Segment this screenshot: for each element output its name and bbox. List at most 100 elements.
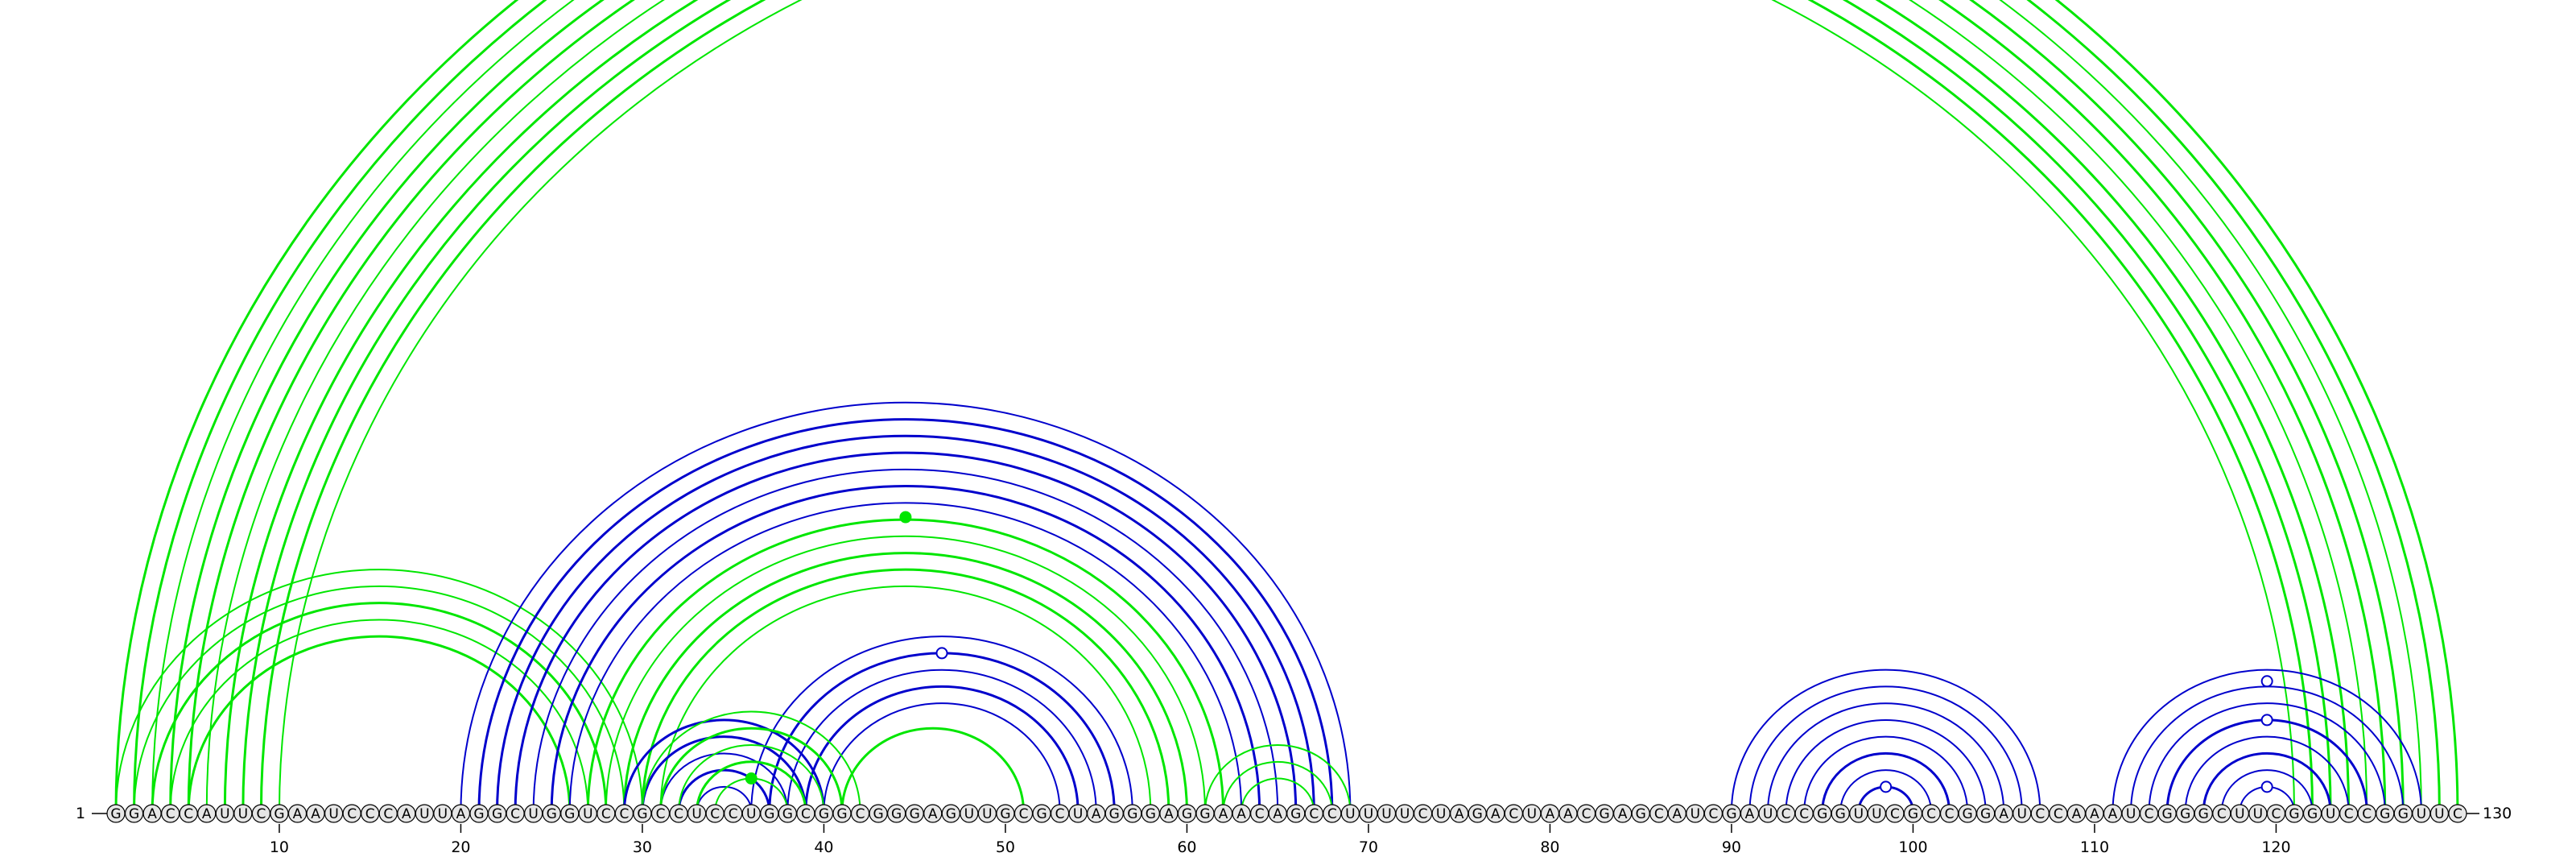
nucleotide-11: A <box>287 804 308 823</box>
nucleotide-12: A <box>306 804 325 823</box>
nucleotide-letter: A <box>202 806 212 822</box>
arc-26-63 <box>568 502 1243 813</box>
position-ticks: 10 20 30 40 50 60 70 80 90 100 110 120 <box>270 824 2291 856</box>
nucleotide-letter: G <box>873 806 884 822</box>
nucleotide-63: A <box>1232 804 1251 823</box>
nucleotide-101: C <box>1922 804 1941 823</box>
arc-marker-97-100 <box>1880 780 1893 793</box>
nucleotide-117: C <box>2212 804 2231 823</box>
nucleotide-69: U <box>1340 804 1360 823</box>
nucleotide-letter: C <box>1055 806 1065 822</box>
nucleotide-letter: C <box>2035 806 2045 822</box>
nucleotide-letter: C <box>347 806 357 822</box>
nucleotide-65: A <box>1268 804 1287 823</box>
nucleotide-letter: C <box>1255 806 1265 822</box>
nucleotide-letter: A <box>311 806 320 822</box>
nucleotide-3: A <box>142 804 162 823</box>
nucleotide-15: C <box>361 804 380 823</box>
nucleotide-23: C <box>506 804 525 823</box>
nucleotide-73: C <box>1413 804 1433 823</box>
arc-marker-111-128 <box>2260 675 2273 688</box>
arc-31-58 <box>659 585 1152 813</box>
nucleotide-118: U <box>2230 804 2249 823</box>
nucleotide-letter: G <box>836 806 847 822</box>
arc-29-60 <box>622 552 1188 813</box>
nucleotide-38: G <box>778 804 797 823</box>
nucleotide-14: C <box>342 804 361 823</box>
arc-32-37 <box>677 768 771 813</box>
arc-93-104 <box>1785 718 1987 813</box>
nucleotide-78: C <box>1504 804 1523 823</box>
nucleotide-letter: A <box>1236 806 1246 822</box>
nucleotide-letter: G <box>1817 806 1827 822</box>
nucleotide-127: G <box>2393 804 2413 823</box>
nucleotide-letter: A <box>2072 806 2082 822</box>
nucleotide-letter: C <box>619 806 629 822</box>
nucleotide-94: C <box>1794 804 1814 823</box>
nucleotide-letter: C <box>2453 806 2462 822</box>
nucleotide-54: U <box>1068 804 1088 823</box>
nucleotide-letter: C <box>601 806 611 822</box>
tick-label-60: 60 <box>1177 838 1196 856</box>
nucleotide-letter: C <box>856 806 865 822</box>
nucleotide-7: U <box>215 804 234 823</box>
nucleotide-106: U <box>2013 804 2032 823</box>
nucleotide-letter: A <box>928 806 938 822</box>
nucleotide-123: U <box>2321 804 2340 823</box>
nucleotide-letter: G <box>1290 806 1301 822</box>
nucleotide-letter: U <box>2126 806 2136 822</box>
nucleotide-letter: C <box>1582 806 1591 822</box>
nucleotide-letter: U <box>1364 806 1373 822</box>
arcs-layer <box>114 0 2459 813</box>
nucleotide-104: G <box>1976 804 1996 823</box>
nucleotide-letter: C <box>365 806 375 822</box>
arc-3-28 <box>151 602 608 813</box>
arc-30-59 <box>641 568 1170 813</box>
tick-label-70: 70 <box>1359 838 1378 856</box>
nucleotide-4: C <box>161 804 180 823</box>
nucleotide-letter: G <box>1146 806 1156 822</box>
nucleotide-letter: A <box>1455 806 1464 822</box>
nucleotide-1: G <box>106 804 126 823</box>
nucleotide-32: C <box>669 804 688 823</box>
nucleotide-letter: U <box>1527 806 1537 822</box>
nucleotide-61: G <box>1195 804 1215 823</box>
nucleotide-84: A <box>1613 804 1633 823</box>
nucleotide-119: U <box>2248 804 2268 823</box>
nucleotide-letter: C <box>383 806 393 822</box>
nucleotide-36: U <box>741 804 761 823</box>
nucleotide-letter: G <box>1472 806 1483 822</box>
nucleotide-95: G <box>1813 804 1832 823</box>
nucleotide-letter: C <box>801 806 811 822</box>
nucleotide-29: C <box>614 804 634 823</box>
nucleotide-42: C <box>850 804 870 823</box>
nucleotide-33: U <box>687 804 707 823</box>
arc-10-121 <box>279 0 2294 812</box>
nucleotide-letter: G <box>2162 806 2173 822</box>
nucleotide-108: C <box>2049 804 2068 823</box>
nucleotide-letter: G <box>110 806 121 822</box>
nucleotide-88: U <box>1686 804 1705 823</box>
nucleotide-letter: U <box>982 806 992 822</box>
arc-7-124 <box>225 0 2348 812</box>
nucleotide-5: C <box>179 804 198 823</box>
arc-111-128 <box>2112 669 2422 813</box>
arc-22-67 <box>496 434 1315 813</box>
nucleotide-16: C <box>378 804 398 823</box>
arc-32-40 <box>678 744 825 813</box>
arc-1-30 <box>115 569 643 813</box>
arc-95-102 <box>1821 751 1951 813</box>
nucleotide-77: A <box>1486 804 1505 823</box>
nucleotide-letter: A <box>2108 806 2118 822</box>
nucleotide-letter: U <box>1854 806 1864 822</box>
nucleotide-letter: U <box>1763 806 1773 822</box>
nucleotide-letter: A <box>1491 806 1501 822</box>
nucleotide-letter: C <box>656 806 666 822</box>
arc-116-123 <box>2202 751 2332 813</box>
nucleotide-letter: A <box>147 806 157 822</box>
nucleotide-letter: C <box>1654 806 1664 822</box>
nucleotide-letter: C <box>1890 806 1900 822</box>
nucleotide-letter: C <box>674 806 683 822</box>
nucleotide-letter: U <box>2253 806 2263 822</box>
nucleotide-44: G <box>887 804 906 823</box>
